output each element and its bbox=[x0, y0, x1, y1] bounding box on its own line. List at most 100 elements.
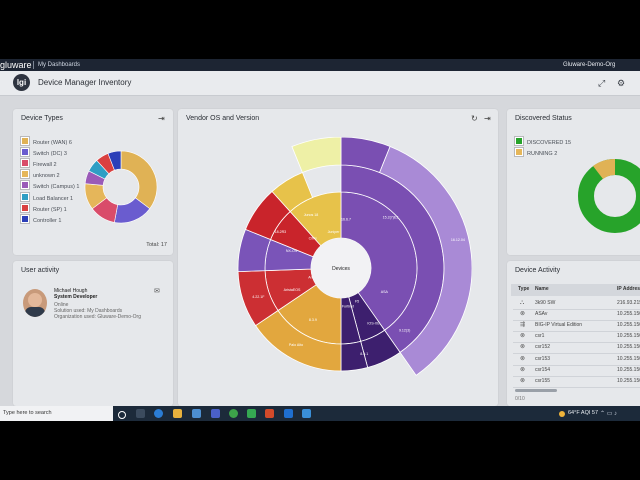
device-type-icon: ⊗ bbox=[520, 366, 526, 373]
device-ip: 10.255.150 bbox=[617, 333, 640, 340]
legend-label: RUNNING 2 bbox=[527, 151, 558, 157]
sunburst-label: Citrix bbox=[309, 237, 317, 241]
user-name: Michael Hough bbox=[54, 288, 88, 294]
donut-slice[interactable] bbox=[120, 150, 158, 210]
legend-item[interactable]: Switch (Campus) 1 bbox=[21, 181, 79, 191]
mail-icon[interactable]: ✉ bbox=[154, 288, 160, 295]
legend-item[interactable]: Load Balancer 1 bbox=[21, 192, 74, 203]
donut-slice[interactable] bbox=[107, 150, 122, 171]
taskbar-search[interactable]: Type here to search bbox=[0, 406, 113, 421]
device-name[interactable]: csr1 bbox=[535, 333, 545, 340]
outlook-icon[interactable] bbox=[284, 409, 293, 418]
app-icon[interactable] bbox=[302, 409, 311, 418]
legend-label: Switch (DC) 3 bbox=[33, 151, 67, 158]
legend-swatch bbox=[21, 214, 29, 223]
edge-icon[interactable] bbox=[154, 409, 163, 418]
export-icon[interactable]: ⇥ bbox=[158, 114, 165, 123]
device-name[interactable]: ASAv bbox=[535, 311, 548, 318]
table-row[interactable]: ⊗ csr153 10.255.150 bbox=[513, 354, 640, 366]
avatar[interactable] bbox=[23, 289, 47, 317]
sunburst-label: ASA bbox=[381, 290, 389, 294]
legend-item[interactable]: unknown 2 bbox=[21, 170, 60, 180]
file-explorer-icon[interactable] bbox=[173, 409, 182, 418]
table-row[interactable]: ⊗ csr155 10.255.150 bbox=[513, 376, 640, 388]
user-activity-card: User activity Michael Hough System Devel… bbox=[13, 261, 173, 406]
table-row[interactable]: ⊗ csr154 10.255.150 bbox=[513, 365, 640, 377]
vendor-os-card: Vendor OS and Version ↻ ⇥ 16.6.7Cisco15.… bbox=[178, 109, 498, 406]
device-name[interactable]: csr155 bbox=[535, 377, 551, 384]
page-header: lgi Device Manager Inventory ⤢ ⚙ bbox=[0, 71, 640, 96]
sunburst-label: 16.6.7 bbox=[341, 217, 351, 221]
card-title: Device Types bbox=[21, 115, 63, 122]
card-title: User activity bbox=[21, 267, 60, 274]
breadcrumb[interactable]: My Dashboards bbox=[38, 62, 81, 68]
sunburst-v1527[interactable] bbox=[379, 146, 472, 376]
task-view-icon[interactable] bbox=[136, 409, 145, 418]
expand-icon[interactable]: ⤢ bbox=[598, 78, 606, 88]
table-row[interactable]: ⊗ ASAv 10.255.150 bbox=[513, 309, 640, 322]
legend-label: Router (WAN) 6 bbox=[33, 140, 72, 146]
legend-item[interactable]: DISCOVERED 15 bbox=[515, 137, 571, 147]
legend-label: Load Balancer 1 bbox=[33, 195, 74, 202]
sunburst-label: AristaEOS bbox=[284, 288, 301, 292]
legend-item[interactable]: RUNNING 2 bbox=[515, 148, 557, 158]
col-type[interactable]: Type bbox=[518, 286, 530, 292]
legend-item[interactable]: Firewall 2 bbox=[21, 159, 57, 169]
legend-item[interactable]: Switch (DC) 3 bbox=[21, 148, 67, 158]
legend-label: Firewall 2 bbox=[33, 162, 57, 169]
store-icon[interactable] bbox=[192, 409, 201, 418]
table-row[interactable]: ⊗ csr1 10.255.150 bbox=[513, 331, 640, 344]
powerpoint-icon[interactable] bbox=[265, 409, 274, 418]
legend-item[interactable]: Router (SP) 1 bbox=[21, 203, 67, 214]
legend-swatch bbox=[21, 159, 29, 168]
col-ip[interactable]: IP Addres bbox=[617, 286, 640, 292]
gear-icon[interactable]: ⚙ bbox=[617, 78, 626, 88]
legend-label: Switch (Campus) 1 bbox=[33, 184, 80, 191]
horizontal-scrollbar[interactable] bbox=[515, 389, 557, 392]
table-row[interactable]: ⛬ 3k90 SW 216.93.215. bbox=[513, 298, 640, 310]
device-type-icon: ⊗ bbox=[520, 355, 526, 362]
table-row[interactable]: ⊗ csr152 10.255.150 bbox=[513, 342, 640, 355]
legend-label: Router (SP) 1 bbox=[33, 206, 67, 213]
sunburst-label: 8.6.1 bbox=[360, 352, 368, 356]
sunburst-center-label: Devices bbox=[332, 266, 350, 272]
excel-icon[interactable] bbox=[247, 409, 256, 418]
weather-icon bbox=[559, 411, 565, 417]
sunburst-label: 18.2R3 bbox=[275, 230, 287, 234]
card-title: Discovered Status bbox=[515, 115, 572, 122]
weather-text[interactable]: 64°F AQI 57 bbox=[568, 410, 599, 416]
device-name[interactable]: csr154 bbox=[535, 366, 551, 373]
device-ip: 10.255.150 bbox=[617, 377, 640, 384]
device-name[interactable]: csr153 bbox=[535, 355, 551, 362]
sunburst-juniper-os[interactable] bbox=[271, 171, 314, 213]
legend-label: DISCOVERED 15 bbox=[527, 140, 572, 146]
refresh-icon[interactable]: ↻ bbox=[471, 114, 478, 123]
device-name[interactable]: 3k90 SW bbox=[535, 300, 556, 306]
device-name[interactable]: BIG-IP Virtual Edition bbox=[535, 322, 583, 329]
teams-icon[interactable] bbox=[211, 409, 220, 418]
device-ip: 216.93.215. bbox=[617, 300, 640, 306]
legend-item[interactable]: Router (WAN) 6 bbox=[21, 137, 72, 147]
sunburst-junos[interactable] bbox=[291, 137, 342, 174]
legend-swatch bbox=[21, 192, 29, 201]
device-ip: 10.255.150 bbox=[617, 366, 640, 373]
export-icon[interactable]: ⇥ bbox=[484, 114, 491, 123]
table-row[interactable]: ⇶ BIG-IP Virtual Edition 10.255.150 bbox=[513, 320, 640, 333]
device-ip: 10.255.150 bbox=[617, 322, 640, 329]
sunburst-label: Juniper bbox=[328, 230, 341, 234]
legend-item[interactable]: Controller 1 bbox=[21, 214, 61, 225]
system-tray-icons[interactable]: ⌃ ▭ ♪ bbox=[600, 411, 618, 417]
device-type-icon: ⊗ bbox=[520, 377, 526, 384]
device-name[interactable]: csr152 bbox=[535, 344, 551, 351]
table-header bbox=[511, 284, 640, 296]
chrome-icon[interactable] bbox=[229, 409, 238, 418]
col-name[interactable]: Name bbox=[535, 286, 549, 292]
donut-discovered bbox=[578, 159, 640, 233]
org-selector[interactable]: Gluware-Demo-Org bbox=[563, 62, 616, 68]
device-types-card: Device Types ⇥ Total: 17 Router (WAN) 6 S… bbox=[13, 109, 173, 255]
cortana-icon[interactable] bbox=[118, 411, 126, 419]
device-ip: 10.255.150 bbox=[617, 311, 640, 318]
page-title: Device Manager Inventory bbox=[38, 78, 132, 87]
brand-logo[interactable]: gluware bbox=[0, 60, 32, 70]
donut-running bbox=[593, 158, 615, 179]
